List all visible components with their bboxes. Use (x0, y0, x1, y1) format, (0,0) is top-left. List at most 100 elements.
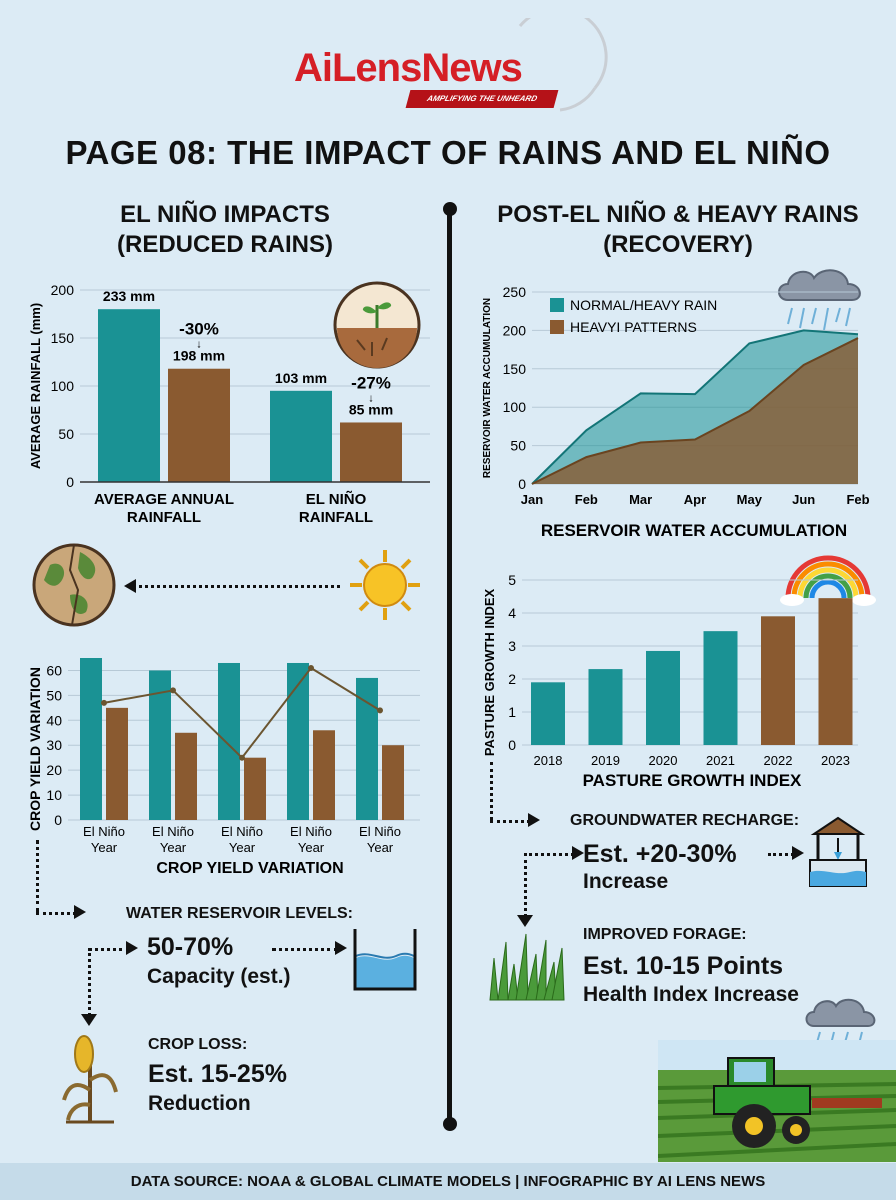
change-label: -30% (179, 320, 219, 339)
reservoir-chart: 0 50 100 150 200 250 RESERVOIR WATER ACCUMULAT… (482, 284, 870, 540)
crop-loss-value: Est. 15-25% (148, 1060, 287, 1088)
arrow-down-icon (517, 915, 533, 927)
y-axis-label: PASTURE GROWTH INDEX (482, 589, 497, 757)
chart-title: PASTURE GROWTH INDEX (583, 771, 802, 790)
trend-point (308, 664, 314, 671)
connector-vertical-2 (88, 948, 91, 1016)
y-tick-label: 200 (503, 322, 527, 338)
logo-tagline: AMPLIFYING THE UNHEARD (405, 90, 559, 108)
divider-dot-top (443, 202, 457, 216)
bar (818, 598, 853, 745)
crop-loss-label: CROP LOSS: (148, 1036, 248, 1053)
right-section-title: POST-EL NIÑO & HEAVY RAINS (RECOVERY) (497, 201, 859, 258)
logo-swoosh-icon (518, 18, 608, 112)
arrow-right-icon (74, 905, 86, 919)
arrow-right-icon (528, 813, 540, 827)
center-divider (447, 208, 452, 1128)
globe-icon (32, 543, 116, 627)
groundwater-value: Est. +20-30% (583, 840, 737, 868)
bar (80, 658, 102, 820)
x-tick-label: Feb (846, 492, 869, 507)
y-tick-label: 150 (503, 361, 527, 377)
x-category-label: Year (91, 840, 118, 855)
x-category-label: EL NIÑO (306, 490, 367, 508)
divider-dot-bottom (443, 1117, 457, 1131)
logo-text: AiLensNews (294, 46, 523, 90)
y-tick-label: 50 (510, 438, 526, 454)
bar (106, 707, 128, 820)
connector-vertical-3 (490, 762, 493, 820)
bar-value-label: 103 mm (275, 370, 327, 386)
bar (703, 631, 738, 745)
sun-icon (350, 550, 420, 620)
reservoir-levels-sub: Capacity (est.) (147, 965, 291, 988)
connector-horizontal-6 (768, 853, 794, 856)
legend-label: HEAVYI PATTERNS (570, 319, 697, 335)
y-tick-label: 10 (46, 787, 62, 803)
bar (588, 669, 623, 745)
grass-icon (489, 933, 565, 1001)
groundwater-sub: Increase (583, 870, 669, 893)
connector-horizontal-2 (88, 948, 130, 951)
x-tick-label: Jan (521, 492, 543, 507)
groundwater-label: GROUNDWATER RECHARGE: (570, 812, 800, 829)
arrow-right-icon (572, 846, 584, 860)
y-tick-label: 20 (46, 762, 62, 778)
bar (340, 422, 402, 482)
y-tick-label: 250 (503, 284, 527, 300)
connector-horizontal-1 (36, 912, 76, 915)
x-tick-label: 2022 (764, 753, 793, 768)
y-tick-label: 50 (46, 687, 62, 703)
x-tick-label: Apr (684, 492, 706, 507)
y-tick-label: 0 (508, 737, 516, 753)
y-axis-label: AVERAGE RAINFALL (mm) (28, 303, 43, 469)
y-tick-label: 0 (54, 812, 62, 828)
cloud-rain-icon (778, 269, 861, 331)
y-axis-label: CROP YIELD VARIATION (27, 667, 43, 831)
change-arrow: ↓ (196, 339, 202, 351)
series-line (531, 329, 859, 485)
arrow-down-icon (81, 1014, 97, 1026)
change-label: -27% (351, 373, 391, 392)
rainfall-chart: 0 50 100 150 200 AVERAGE RAINFALL (mm) 233 mm 1… (28, 282, 430, 526)
bar (98, 309, 160, 482)
y-axis-label: RESERVOIR WATER ACCUMULATION (482, 298, 493, 478)
connector-vertical-4 (524, 853, 527, 917)
bar-value-label: 85 mm (349, 401, 393, 417)
trend-point (101, 699, 107, 706)
bar (356, 677, 378, 820)
y-tick-label: 40 (46, 712, 62, 728)
connector-vertical-1 (36, 840, 39, 912)
bar (287, 662, 309, 820)
pasture-chart: 0 1 2 3 4 5 PASTURE GROWTH INDEX 2018 2019 2020 20… (482, 572, 858, 790)
plant-soil-icon (333, 281, 421, 369)
bar (168, 368, 230, 482)
y-tick-label: 100 (503, 399, 527, 415)
bar (382, 745, 404, 820)
x-category-label: RAINFALL (299, 509, 373, 526)
x-tick-label: 2021 (706, 753, 735, 768)
x-category-label: RAINFALL (127, 509, 201, 526)
forage-value: Est. 10-15 Points (583, 952, 784, 980)
trend-point (377, 707, 383, 714)
x-category-label: El Niño (221, 824, 263, 839)
y-tick-label: 100 (51, 378, 75, 394)
x-category-label: Year (298, 840, 325, 855)
bar (175, 732, 197, 820)
tractor-icon (658, 1040, 896, 1162)
x-category-label: El Niño (83, 824, 125, 839)
bar-value-label: 233 mm (103, 288, 155, 304)
y-tick-label: 5 (508, 572, 516, 588)
bar (244, 757, 266, 820)
well-icon (809, 816, 867, 887)
forage-sub: Health Index Increase (583, 983, 799, 1006)
x-category-label: Year (229, 840, 256, 855)
connector-horizontal-3 (272, 948, 338, 951)
crop-loss-sub: Reduction (148, 1092, 251, 1115)
arrow-right-icon (335, 941, 347, 955)
area-series (532, 338, 858, 484)
y-tick-label: 0 (66, 474, 74, 490)
chart-title: RESERVOIR WATER ACCUMULATION (541, 521, 847, 540)
x-tick-label: May (737, 492, 763, 507)
